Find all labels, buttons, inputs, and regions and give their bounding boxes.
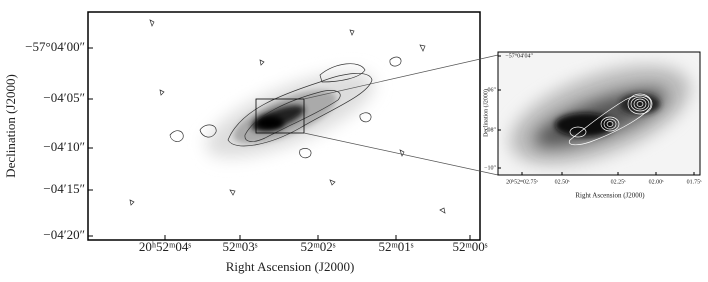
y-tick-label: −04′05″ <box>43 90 85 105</box>
zoom-connector <box>303 132 499 176</box>
inset-y-axis-title: Declination (J2000) <box>482 89 489 137</box>
inset-x-tick-label: 02.25ˢ <box>611 179 627 185</box>
zoom-box <box>255 98 305 134</box>
y-axis-title: Declination (J2000) <box>3 74 18 178</box>
inset-y-tick-label: −57°04′04″ <box>505 52 533 59</box>
main-frame <box>87 11 481 241</box>
inset-y-tick-label: −08″ <box>484 127 496 133</box>
x-tick-label: 52ᵐ00ˢ <box>452 239 487 254</box>
inset-y-tick-label: −06″ <box>484 87 496 93</box>
inset-frame <box>497 51 701 176</box>
y-tick-label: −04′20″ <box>43 227 85 242</box>
ticks: 20ʰ52ᵐ04ˢ 52ᵐ03ˢ 52ᵐ02ˢ 52ᵐ01ˢ 52ᵐ00ˢ −57°04′… <box>25 39 702 254</box>
x-tick-label: 20ʰ52ᵐ04ˢ <box>139 239 192 254</box>
zoom-connector <box>303 54 499 100</box>
x-tick-label: 52ᵐ01ˢ <box>378 239 413 254</box>
y-tick-label: −04′10″ <box>43 139 85 154</box>
x-tick-label: 52ᵐ02ˢ <box>300 239 335 254</box>
x-axis-title: Right Ascension (J2000) <box>226 259 355 274</box>
inset-x-tick-label: 20ʰ52ᵐ02.75ˢ <box>506 179 538 185</box>
inset-x-axis-title: Right Ascension (J2000) <box>575 192 645 200</box>
inset-x-tick-label: 02.00ˢ <box>649 179 665 185</box>
inset-y-tick-label: −10″ <box>484 165 496 171</box>
y-tick-label: −04′15″ <box>43 181 85 196</box>
y-tick-label: −57°04′00″ <box>25 39 85 54</box>
inset-x-tick-label: 01.75ˢ <box>687 179 703 185</box>
x-tick-label: 52ᵐ03ˢ <box>222 239 257 254</box>
inset-x-tick-label: 02.50ˢ <box>555 179 571 185</box>
inset-image <box>498 52 700 175</box>
main-image <box>88 12 480 240</box>
